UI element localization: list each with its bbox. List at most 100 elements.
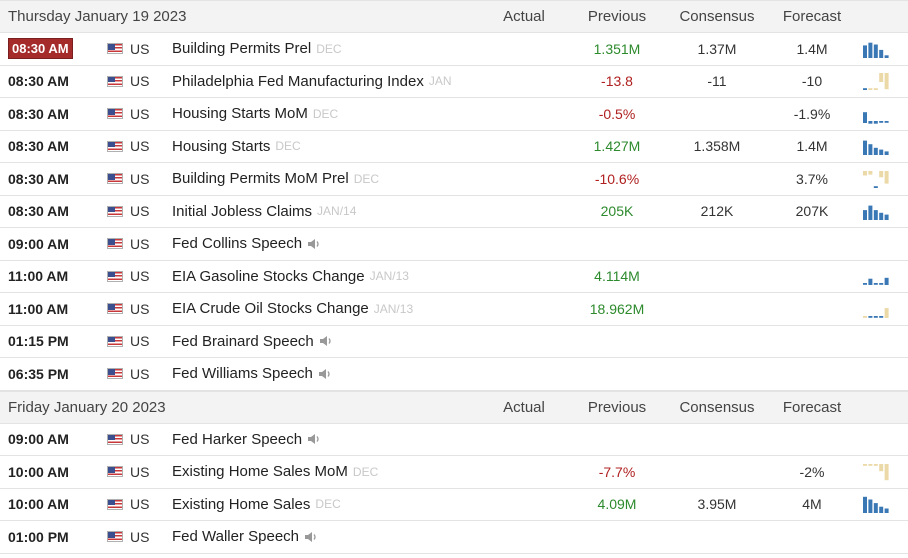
country-flag-cell	[107, 326, 128, 358]
event-name[interactable]: Existing Home Sales MoM	[172, 463, 348, 481]
spark-bar	[873, 148, 878, 156]
event-name[interactable]: Initial Jobless Claims	[172, 202, 313, 220]
us-flag-icon	[107, 75, 123, 87]
event-row[interactable]: 01:00 PM US Fed Waller Speech	[0, 521, 908, 554]
event-name-cell[interactable]: Fed Collins Speech	[172, 228, 321, 260]
spark-bar	[873, 120, 878, 124]
bar-chart-icon[interactable]	[862, 494, 890, 514]
event-chart-cell[interactable]	[862, 261, 892, 293]
event-chart-cell[interactable]	[862, 98, 892, 130]
event-name-cell[interactable]: Fed Harker Speech	[172, 424, 321, 456]
bar-chart-icon[interactable]	[862, 299, 890, 319]
event-name[interactable]: Building Permits MoM Prel	[172, 170, 349, 188]
event-country: US	[130, 268, 150, 285]
event-chart-cell[interactable]	[862, 489, 892, 521]
event-name[interactable]: EIA Crude Oil Stocks Change	[172, 300, 369, 318]
event-row[interactable]: 08:30 AM US Housing Starts MoM DEC -0.5% -1.9…	[0, 98, 908, 131]
event-country: US	[130, 333, 150, 350]
event-name-cell[interactable]: Philadelphia Fed Manufacturing Index JAN	[172, 66, 452, 98]
event-row[interactable]: 11:00 AM US EIA Crude Oil Stocks Change JAN…	[0, 293, 908, 326]
event-row[interactable]: 01:15 PM US Fed Brainard Speech	[0, 325, 908, 358]
country-flag-cell	[107, 358, 128, 390]
event-name-cell[interactable]: Housing Starts MoM DEC	[172, 98, 338, 130]
event-time: 01:00 PM	[8, 528, 69, 545]
event-name[interactable]: Fed Williams Speech	[172, 365, 313, 383]
event-name[interactable]: Building Permits Prel	[172, 40, 312, 58]
spark-bar	[863, 497, 867, 514]
event-name-cell[interactable]: Existing Home Sales DEC	[172, 489, 341, 521]
event-name-cell[interactable]: Building Permits MoM Prel DEC	[172, 163, 379, 195]
event-name-cell[interactable]: Fed Brainard Speech	[172, 326, 333, 358]
event-row[interactable]: 10:00 AM US Existing Home Sales MoM DEC -7.7…	[0, 456, 908, 489]
event-chart-cell[interactable]	[862, 293, 892, 325]
bar-chart-icon[interactable]	[862, 462, 890, 482]
event-actual	[486, 228, 562, 260]
event-consensus	[672, 358, 762, 390]
bar-chart-icon[interactable]	[862, 266, 890, 286]
event-forecast: 3.7%	[796, 170, 828, 187]
event-actual	[486, 521, 562, 553]
country-flag-cell	[107, 489, 128, 521]
event-name-cell[interactable]: Initial Jobless Claims JAN/14	[172, 196, 356, 228]
event-forecast: -2%	[799, 463, 825, 480]
event-name[interactable]: Fed Waller Speech	[172, 528, 300, 546]
event-previous: 18.962M	[589, 300, 645, 317]
event-row[interactable]: 08:30 AM US Building Permits MoM Prel DEC -1…	[0, 163, 908, 196]
country-flag-cell	[107, 521, 128, 553]
event-name[interactable]: Existing Home Sales	[172, 495, 311, 513]
event-previous: -0.5%	[598, 105, 636, 122]
spark-bar	[884, 120, 889, 123]
event-country: US	[130, 431, 150, 448]
event-row[interactable]: 06:35 PM US Fed Williams Speech	[0, 358, 908, 391]
spark-bar	[863, 210, 867, 221]
event-name-cell[interactable]: Building Permits Prel DEC	[172, 33, 342, 65]
event-time: 06:35 PM	[8, 365, 69, 382]
event-name-cell[interactable]: Fed Waller Speech	[172, 521, 318, 553]
event-name-cell[interactable]: EIA Gasoline Stocks Change JAN/13	[172, 261, 409, 293]
event-name[interactable]: Housing Starts	[172, 137, 271, 155]
event-row[interactable]: 11:00 AM US EIA Gasoline Stocks Change JAN/…	[0, 260, 908, 293]
country-flag-cell	[107, 293, 128, 325]
event-previous: 1.351M	[593, 40, 641, 57]
event-actual	[486, 456, 562, 488]
event-chart-cell[interactable]	[862, 33, 892, 65]
event-name[interactable]: Housing Starts MoM	[172, 105, 308, 123]
event-row[interactable]: 08:30 AM US Housing Starts DEC 1.427M 1.358M 1…	[0, 130, 908, 163]
event-row[interactable]: 09:00 AM US Fed Collins Speech	[0, 228, 908, 261]
spark-bar	[868, 463, 873, 466]
event-name[interactable]: Fed Collins Speech	[172, 235, 303, 253]
day-title: Thursday January 19 2023	[8, 8, 187, 25]
spark-bar	[863, 315, 867, 318]
event-name[interactable]: Fed Harker Speech	[172, 430, 303, 448]
event-actual	[486, 489, 562, 521]
event-name[interactable]: Philadelphia Fed Manufacturing Index	[172, 72, 424, 90]
event-chart-cell[interactable]	[862, 66, 892, 98]
event-chart-cell[interactable]	[862, 196, 892, 228]
event-name-cell[interactable]: Housing Starts DEC	[172, 131, 301, 163]
event-chart-cell[interactable]	[862, 131, 892, 163]
spark-bar	[873, 185, 878, 188]
bar-chart-icon[interactable]	[862, 39, 890, 59]
bar-chart-icon[interactable]	[862, 136, 890, 156]
event-row[interactable]: 09:00 AM US Fed Harker Speech	[0, 423, 908, 456]
event-row[interactable]: 10:00 AM US Existing Home Sales DEC 4.09M 3.9…	[0, 488, 908, 521]
bar-chart-icon[interactable]	[862, 169, 890, 189]
event-previous	[576, 424, 658, 456]
event-name-cell[interactable]: EIA Crude Oil Stocks Change JAN/13	[172, 293, 413, 325]
event-period: DEC	[275, 139, 301, 154]
event-name-cell[interactable]: Existing Home Sales MoM DEC	[172, 456, 378, 488]
event-name[interactable]: Fed Brainard Speech	[172, 332, 314, 350]
bar-chart-icon[interactable]	[862, 104, 890, 124]
country-flag-cell	[107, 261, 128, 293]
bar-chart-icon[interactable]	[862, 71, 890, 91]
event-row[interactable]: 08:30 AM US Philadelphia Fed Manufacturing…	[0, 65, 908, 98]
spark-bar	[873, 283, 878, 286]
event-row[interactable]: 08:30 AM US Initial Jobless Claims JAN/14 20…	[0, 195, 908, 228]
bar-chart-icon[interactable]	[862, 201, 890, 221]
event-chart-cell[interactable]	[862, 163, 892, 195]
event-row[interactable]: 08:30 AM US Building Permits Prel DEC 1.351M…	[0, 33, 908, 66]
event-chart-cell[interactable]	[862, 456, 892, 488]
event-country: US	[130, 235, 150, 252]
event-name-cell[interactable]: Fed Williams Speech	[172, 358, 332, 390]
event-name[interactable]: EIA Gasoline Stocks Change	[172, 267, 365, 285]
